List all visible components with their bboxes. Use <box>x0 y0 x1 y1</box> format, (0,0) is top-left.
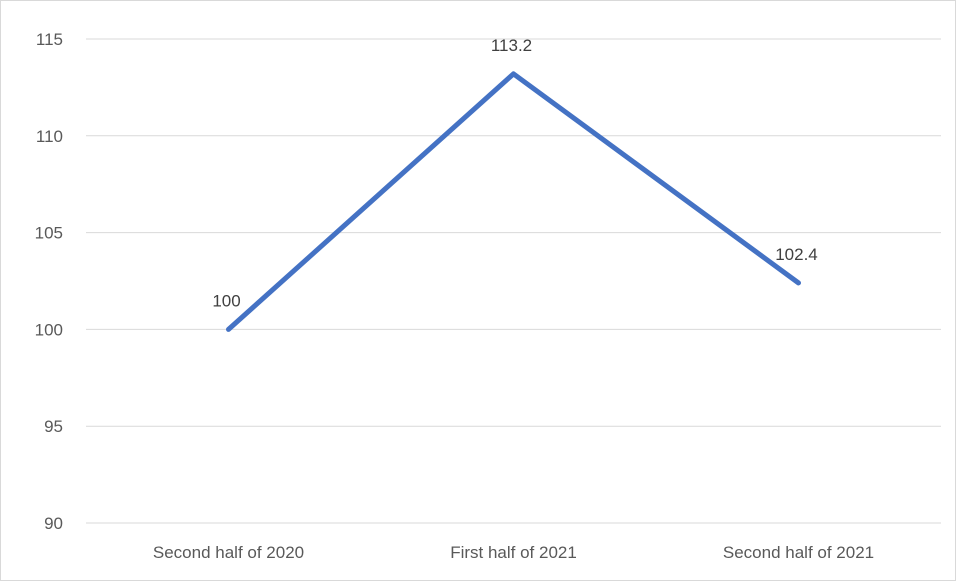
x-tick-label: Second half of 2021 <box>723 543 874 562</box>
y-tick-label: 95 <box>44 417 63 436</box>
data-label: 100 <box>212 291 240 310</box>
x-tick-label: First half of 2021 <box>450 543 577 562</box>
x-tick-label: Second half of 2020 <box>153 543 304 562</box>
gridlines <box>86 38 941 524</box>
series-lines <box>226 71 801 332</box>
y-tick-label: 100 <box>35 320 63 339</box>
data-labels: 100 113.2 102.4 <box>212 36 817 311</box>
y-tick-label: 90 <box>44 514 63 533</box>
data-label: 113.2 <box>491 36 532 55</box>
series-line <box>226 71 801 332</box>
data-label: 102.4 <box>775 245 818 264</box>
y-axis-tick-labels: 90 95 100 105 110 115 <box>35 30 63 533</box>
y-tick-label: 110 <box>36 127 63 146</box>
y-tick-label: 115 <box>36 30 63 49</box>
y-tick-label: 105 <box>35 224 63 243</box>
x-axis-tick-labels: Second half of 2020 First half of 2021 Sec… <box>153 543 874 562</box>
